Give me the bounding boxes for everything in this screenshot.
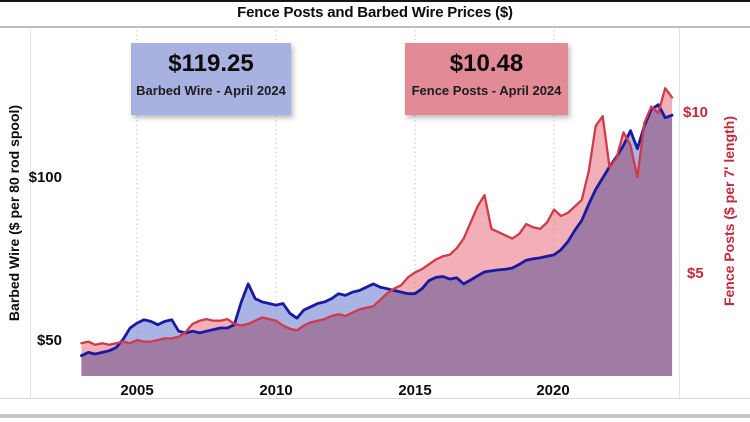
fence-posts-callout-label: Fence Posts - April 2024 — [411, 83, 562, 98]
chart-gridlines — [136, 30, 555, 376]
fence-posts-line — [80, 87, 674, 346]
barbed-wire-callout: $119.25 Barbed Wire - April 2024 — [131, 43, 291, 115]
left-axis-title: Barbed Wire ($ per 80 rod spool) — [6, 104, 22, 322]
plot-frame-left — [30, 28, 31, 398]
barbed-wire-line — [80, 103, 674, 358]
chart-series-lines — [80, 87, 674, 358]
image-top-border — [0, 0, 750, 2]
fence-posts-callout-value: $10.48 — [449, 50, 524, 77]
plot-frame-bottom — [0, 398, 750, 399]
right-axis-tick-10: $10 — [683, 104, 709, 121]
left-axis-tick-50: $50 — [36, 332, 62, 349]
x-axis-tick-2010: 2010 — [259, 382, 293, 399]
right-axis-title: Fence Posts ($ per 7' length) — [721, 115, 737, 307]
plot-frame-right — [679, 28, 680, 398]
title-divider — [0, 26, 750, 28]
fence-posts-callout: $10.48 Fence Posts - April 2024 — [405, 43, 568, 115]
barbed-wire-callout-value: $119.25 — [168, 50, 254, 77]
chart-area-fills — [81, 88, 673, 376]
image-bottom-border — [0, 414, 750, 418]
x-axis-tick-2015: 2015 — [398, 382, 432, 399]
x-axis-tick-2005: 2005 — [120, 382, 154, 399]
left-axis-tick-100: $100 — [28, 169, 62, 186]
page-title: Fence Posts and Barbed Wire Prices ($) — [237, 4, 513, 21]
fence-posts-area — [81, 88, 673, 376]
barbed-wire-callout-label: Barbed Wire - April 2024 — [136, 83, 286, 98]
x-axis-tick-2020: 2020 — [536, 382, 570, 399]
right-axis-tick-5: $5 — [687, 265, 704, 282]
